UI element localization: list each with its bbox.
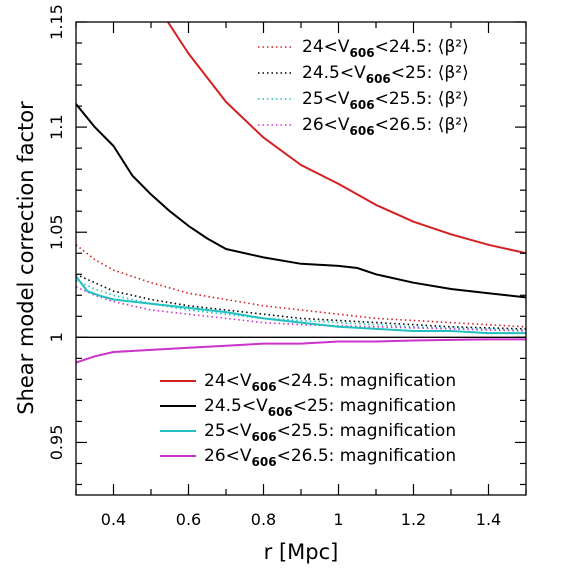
y-tick-label: 1 (47, 332, 66, 342)
legend-bottom-right: 24<V606<24.5: magnification24.5<V606<25:… (160, 371, 456, 469)
x-tick-label: 0.4 (101, 510, 126, 529)
series-line-24-v606-24-5-magnification (166, 22, 526, 255)
plot-frame (75, 21, 527, 496)
legend-label-24-v606-24-5: 24<V606<24.5: ⟨β²⟩ (302, 37, 469, 60)
y-tick-label: 1.15 (47, 4, 66, 40)
y-tick-label: 0.95 (47, 425, 66, 461)
legend-label-26-v606-26-5: 26<V606<26.5: ⟨β²⟩ (302, 115, 469, 138)
x-tick-label: 1.4 (476, 510, 501, 529)
x-tick-label: 1.2 (401, 510, 426, 529)
legend-label-25-v606-25-5: 25<V606<25.5: ⟨β²⟩ (302, 89, 469, 112)
series-line-26-v606-26-5-magnification (76, 338, 526, 364)
x-tick-label: 1 (333, 510, 343, 529)
legend-label-26-v606-26-5-magnification: 26<V606<26.5: magnification (204, 446, 456, 469)
plot-background (76, 22, 526, 495)
series-line-25-v606-25-5-magnification (76, 275, 526, 335)
y-tick-label: 1.1 (47, 114, 66, 139)
legend-label-25-v606-25-5-magnification: 25<V606<25.5: magnification (204, 421, 456, 444)
x-tick-label: 0.8 (251, 510, 276, 529)
y-tick-label: 1.05 (47, 214, 66, 250)
y-axis-title: Shear model correction factor (14, 101, 38, 415)
x-tick-label: 0.6 (176, 510, 201, 529)
series-line-25-v606-25-5 (76, 279, 526, 331)
series-line-24-5-v606-25 (76, 273, 526, 330)
legend-label-24-5-v606-25: 24.5<V606<25: ⟨β²⟩ (302, 63, 469, 86)
series-line-24-5-v606-25-magnification (76, 103, 526, 299)
legend-label-24-v606-24-5-magnification: 24<V606<24.5: magnification (204, 371, 456, 394)
legend-label-24-5-v606-25-magnification: 24.5<V606<25: magnification (204, 396, 456, 419)
x-axis-title: r [Mpc] (264, 540, 339, 564)
legend-top-right: 24<V606<24.5: ⟨β²⟩ 24.5<V606<25: ⟨β²⟩ 25<V… (258, 37, 469, 138)
